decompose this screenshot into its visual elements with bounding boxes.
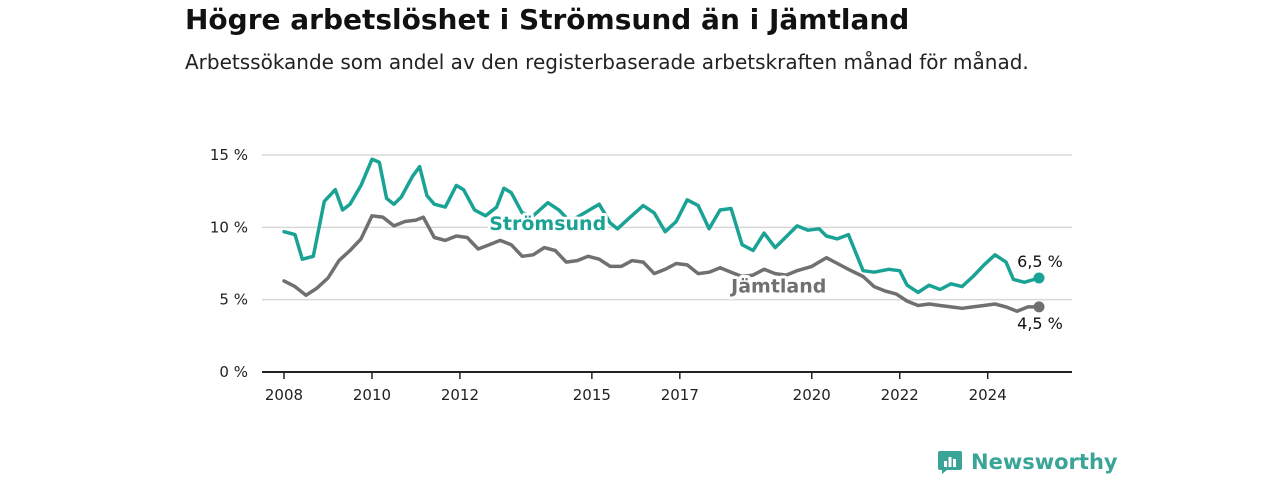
end-value-label: 6,5 % [1017, 252, 1063, 271]
x-tick-label: 2017 [661, 386, 699, 404]
y-tick-label: 15 % [210, 146, 248, 164]
grid-lines [262, 154, 1072, 301]
brand-logo: Newsworthy [937, 449, 1118, 475]
y-tick-label: 10 % [210, 218, 248, 236]
series-label-stromsund: Strömsund [489, 213, 606, 235]
y-tick-label: 5 % [219, 291, 248, 309]
series-labels: 6,5 % 4,5 % Strömsund Jämtland [486, 210, 1063, 333]
x-tick-label: 2020 [793, 386, 831, 404]
brand-name: Newsworthy [971, 450, 1118, 474]
series-line-stromsund [282, 157, 1041, 295]
x-tick-label: 2012 [441, 386, 479, 404]
series-label-jamtland: Jämtland [729, 275, 826, 297]
x-tick-label: 2010 [353, 386, 391, 404]
series-line-jamtland [282, 214, 1041, 313]
series-end-point [1033, 301, 1045, 313]
newsworthy-logo-icon [938, 451, 962, 474]
end-value-label: 4,5 % [1017, 314, 1063, 333]
x-tick-label: 2024 [969, 386, 1007, 404]
x-tick-label: 2022 [881, 386, 919, 404]
chart-subtitle: Arbetssökande som andel av den registerb… [185, 50, 1029, 74]
series-lines [282, 157, 1045, 313]
y-tick-label: 0 % [219, 363, 248, 381]
series-end-point [1033, 272, 1045, 284]
x-tick-label: 2015 [573, 386, 611, 404]
axes: 0 % 5 % 10 % 15 % 2008 2010 2012 2015 2017 2020 20… [210, 146, 1072, 404]
chart-title: Högre arbetslöshet i Strömsund än i Jämt… [185, 3, 910, 36]
x-tick-label: 2008 [265, 386, 303, 404]
